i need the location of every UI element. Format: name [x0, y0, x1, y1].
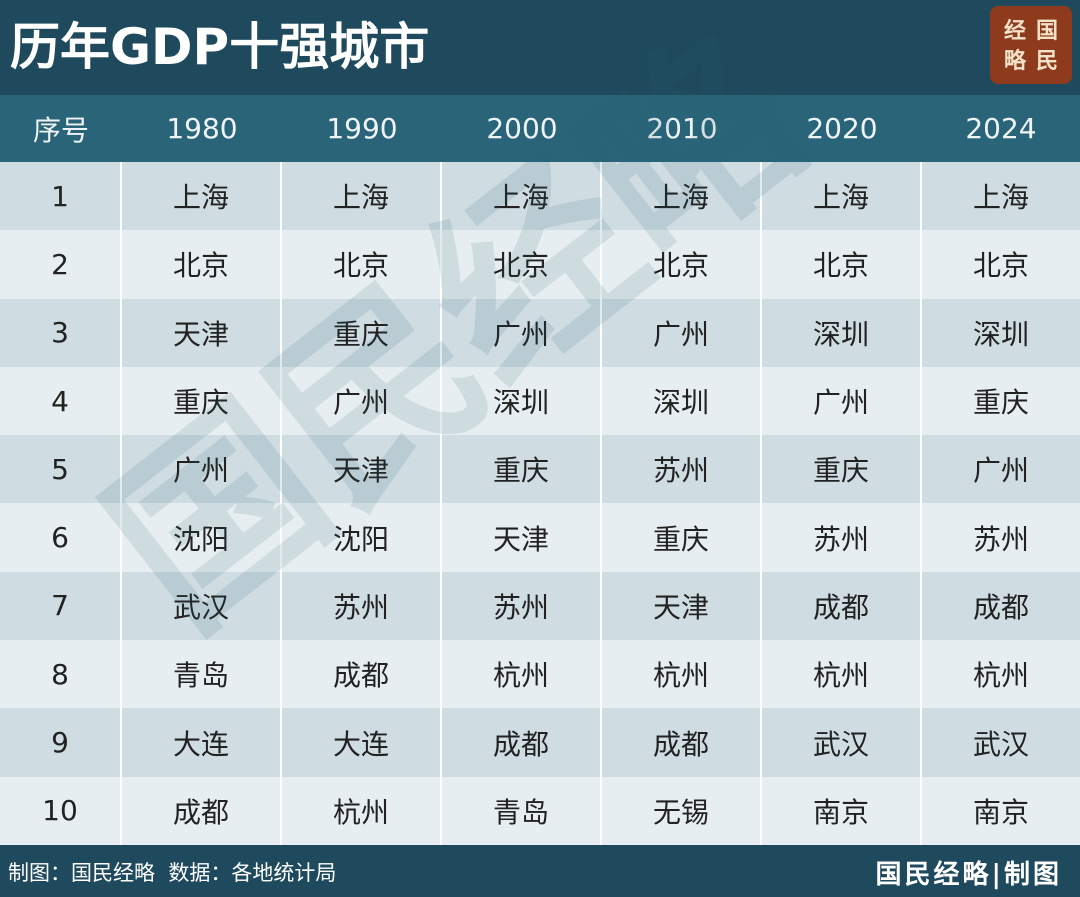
table-cell: 上海: [282, 162, 442, 231]
table-cell: 深圳: [602, 366, 762, 436]
table-cell: 苏州: [972, 522, 1029, 556]
table-row: 10 成都 杭州 青岛 无锡 南京 南京: [0, 776, 1080, 845]
header-cell: 2020: [806, 112, 878, 145]
table-cell: 成都: [282, 640, 442, 709]
table-cell: 3: [0, 298, 122, 367]
table-cell: 武汉: [972, 727, 1029, 761]
table-cell: 北京: [602, 230, 762, 299]
table-cell: 9: [0, 708, 122, 777]
table-cell: 苏州: [602, 435, 762, 504]
table-cell: 苏州: [442, 571, 602, 641]
title: 历年GDP十强城市: [10, 18, 430, 76]
table-cell: 深圳: [972, 317, 1029, 351]
footer-brand: 国民经略|制图: [875, 860, 1062, 890]
table-cell: 上海: [442, 162, 602, 231]
table-cell: 重庆: [122, 366, 282, 436]
table-cell: 杭州: [602, 640, 762, 709]
table-row: 9 大连 大连 成都 成都 武汉 武汉: [0, 708, 1080, 777]
table: 序号 1980 1990 2000 2010 2020 2024 1 上海 上海 上海 上海 上海 上海 2…: [0, 95, 1080, 845]
table-cell: 南京: [762, 776, 922, 845]
table-cell: 北京: [762, 230, 922, 299]
table-cell: 10: [0, 776, 122, 845]
table-row: 6 沈阳 沈阳 天津 重庆 苏州 苏州: [0, 503, 1080, 572]
table-cell: 上海: [972, 181, 1029, 215]
table-row: 1 上海 上海 上海 上海 上海 上海: [0, 162, 1080, 231]
table-cell: 北京: [282, 230, 442, 299]
table-cell: 4: [0, 366, 122, 436]
footer-credit: 制图：国民经略 数据：各地统计局: [8, 861, 337, 885]
table-cell: 天津: [602, 571, 762, 641]
table-cell: 沈阳: [282, 503, 442, 572]
table-cell: 北京: [972, 249, 1029, 283]
table-cell: 苏州: [762, 503, 922, 572]
table-cell: 成都: [122, 776, 282, 845]
table-cell: 杭州: [282, 776, 442, 845]
table-cell: 8: [0, 640, 122, 709]
table-cell: 广州: [602, 298, 762, 367]
table-cell: 7: [0, 571, 122, 641]
table-cell: 武汉: [122, 571, 282, 641]
table-cell: 重庆: [972, 386, 1029, 420]
table-cell: 杭州: [442, 640, 602, 709]
header-cell: 序号: [32, 113, 89, 147]
table-cell: 无锡: [602, 776, 762, 845]
table-cell: 青岛: [122, 640, 282, 709]
title-bar: 历年GDP十强城市 经国 略民: [0, 0, 1080, 95]
footer: 制图：国民经略 数据：各地统计局 国民经略|制图: [0, 845, 1080, 897]
table-cell: 上海: [762, 162, 922, 231]
table-cell: 成都: [602, 708, 762, 777]
table-cell: 南京: [972, 795, 1029, 829]
table-row: 8 青岛 成都 杭州 杭州 杭州 杭州: [0, 640, 1080, 709]
table-cell: 沈阳: [122, 503, 282, 572]
table-cell: 大连: [122, 708, 282, 777]
logo-line: 经国: [1003, 18, 1068, 44]
table-cell: 天津: [442, 503, 602, 572]
header-cell: 1990: [326, 112, 398, 145]
table-cell: 5: [0, 435, 122, 504]
logo: 经国 略民: [990, 6, 1072, 84]
header-cell: 2010: [646, 112, 718, 145]
header-cell: 2024: [965, 112, 1037, 145]
table-cell: 1: [0, 162, 122, 231]
table-cell: 上海: [122, 162, 282, 231]
table-cell: 重庆: [602, 503, 762, 572]
table-cell: 北京: [442, 230, 602, 299]
table-cell: 广州: [442, 298, 602, 367]
table-cell: 2: [0, 230, 122, 299]
table-cell: 武汉: [762, 708, 922, 777]
logo-line: 略民: [1003, 48, 1068, 74]
table-cell: 6: [0, 503, 122, 572]
table-row: 2 北京 北京 北京 北京 北京 北京: [0, 230, 1080, 299]
table-cell: 成都: [442, 708, 602, 777]
table-cell: 上海: [602, 162, 762, 231]
table-cell: 成都: [762, 571, 922, 641]
table-cell: 广州: [972, 454, 1029, 488]
header-cell: 1980: [166, 112, 238, 145]
table-row: 3 天津 重庆 广州 广州 深圳 深圳: [0, 298, 1080, 367]
table-cell: 广州: [122, 435, 282, 504]
table-cell: 北京: [122, 230, 282, 299]
table-cell: 重庆: [442, 435, 602, 504]
header-cell: 2000: [486, 112, 558, 145]
table-cell: 重庆: [762, 435, 922, 504]
table-cell: 广州: [762, 366, 922, 436]
table-cell: 天津: [122, 298, 282, 367]
table-cell: 广州: [282, 366, 442, 436]
table-row: 5 广州 天津 重庆 苏州 重庆 广州: [0, 435, 1080, 504]
table-row: 7 武汉 苏州 苏州 天津 成都 成都: [0, 571, 1080, 641]
table-cell: 天津: [282, 435, 442, 504]
table-cell: 重庆: [282, 298, 442, 367]
table-cell: 杭州: [972, 659, 1029, 693]
table-cell: 青岛: [442, 776, 602, 845]
header-row: 序号 1980 1990 2000 2010 2020 2024: [0, 95, 1080, 162]
table-cell: 苏州: [282, 571, 442, 641]
table-cell: 深圳: [442, 366, 602, 436]
table-cell: 杭州: [762, 640, 922, 709]
table-row: 4 重庆 广州 深圳 深圳 广州 重庆: [0, 366, 1080, 436]
table-cell: 大连: [282, 708, 442, 777]
table-cell: 成都: [972, 590, 1029, 624]
table-cell: 深圳: [762, 298, 922, 367]
